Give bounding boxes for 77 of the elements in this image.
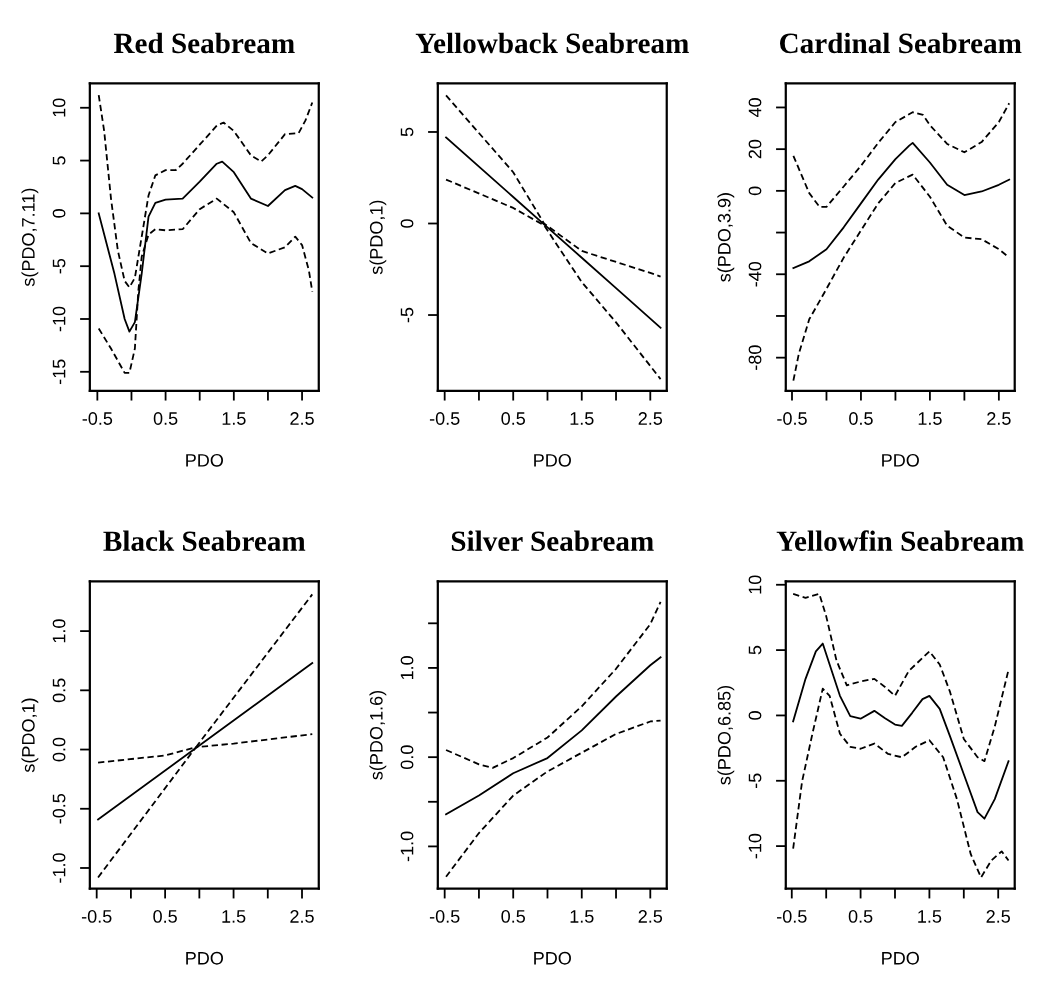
y-tick-label: 1.0: [400, 656, 414, 680]
y-axis-title: s(PDO,1): [21, 698, 39, 773]
y-tick-label: -5: [748, 773, 762, 788]
y-tick-label: -10: [748, 833, 762, 859]
y-tick-label: -1.0: [400, 831, 414, 862]
x-axis-title: PDO: [882, 951, 919, 965]
y-tick-label: 10: [748, 575, 762, 594]
y-axis-title: s(PDO,1): [369, 200, 387, 275]
y-tick-label: 0.0: [400, 745, 414, 770]
x-tick-label: 2.5: [987, 412, 1011, 425]
y-tick-label: 0.0: [52, 737, 66, 762]
x-tick-label: -0.5: [429, 910, 460, 923]
x-tick-label: 2.5: [290, 412, 314, 425]
y-tick-label: 5: [400, 127, 414, 137]
y-tick-label: 0: [748, 186, 762, 196]
y-tick-label: 0.5: [52, 678, 66, 703]
line-series: [792, 102, 1011, 208]
chart-title: Yellowfin Seabream: [776, 530, 1024, 552]
y-tick-label: 40: [748, 98, 762, 118]
line-series: [792, 642, 1010, 820]
x-tick-label: 1.5: [918, 910, 942, 923]
y-tick-label: 5: [748, 645, 762, 655]
y-tick-label: 0: [52, 209, 66, 218]
x-tick-label: 0.5: [153, 412, 178, 425]
x-tick-label: 1.5: [918, 412, 942, 425]
x-tick-label: 1.5: [222, 412, 246, 425]
x-tick-label: 0.5: [501, 910, 526, 923]
line-series: [792, 593, 1010, 763]
x-tick-label: 1.5: [570, 910, 594, 923]
x-tick-label: -0.5: [81, 910, 112, 923]
x-tick-label: -0.5: [429, 412, 460, 425]
y-tick-label: -40: [748, 261, 762, 287]
y-axis-title: s(PDO,1.6): [369, 691, 387, 780]
y-tick-label: -10: [52, 306, 66, 332]
line-series: [445, 656, 662, 816]
line-series: [445, 719, 662, 878]
x-tick-label: -0.5: [82, 412, 113, 425]
chart-title: Yellowback Seabream: [415, 32, 689, 54]
y-tick-label: -80: [748, 345, 762, 370]
y-tick-label: 5: [52, 156, 66, 165]
y-tick-label: 1.0: [52, 619, 66, 643]
x-tick-label: 2.5: [638, 910, 663, 923]
y-tick-label: 0: [400, 219, 414, 228]
x-tick-label: 0.5: [501, 412, 526, 425]
x-axis-title: PDO: [186, 951, 224, 965]
y-axis-title: s(PDO,3.9): [717, 193, 735, 282]
y-tick-label: -0.5: [52, 793, 66, 824]
chart-title: Silver Seabream: [451, 530, 654, 552]
y-axis-title: s(PDO,6.85): [717, 685, 735, 785]
x-tick-label: -0.5: [777, 412, 807, 425]
line-series: [792, 141, 1011, 269]
x-tick-label: 1.5: [222, 910, 246, 923]
x-axis-title: PDO: [534, 453, 571, 467]
chart-title: Cardinal Seabream: [780, 32, 1022, 54]
x-tick-label: 2.5: [986, 910, 1010, 923]
x-tick-label: 1.5: [570, 412, 594, 425]
y-tick-label: 0: [748, 711, 762, 720]
x-tick-label: 2.5: [290, 910, 314, 923]
y-axis-title: s(PDO,7.11): [21, 188, 39, 287]
y-tick-label: -15: [52, 359, 66, 385]
x-axis-title: PDO: [186, 453, 224, 467]
x-axis-title: PDO: [882, 453, 919, 467]
line-series: [792, 687, 1010, 879]
y-tick-label: -5: [52, 258, 66, 274]
y-tick-label: -1.0: [52, 853, 66, 883]
line-series: [445, 600, 662, 769]
chart-title: Red Seabream: [113, 32, 295, 54]
y-tick-label: -5: [400, 307, 414, 323]
x-tick-label: 0.5: [153, 910, 177, 923]
x-axis-title: PDO: [534, 951, 571, 965]
chart-title: Black Seabream: [103, 530, 306, 552]
x-tick-label: 2.5: [638, 412, 663, 425]
x-tick-label: 0.5: [848, 910, 873, 923]
y-tick-label: 10: [52, 98, 66, 117]
x-tick-label: 0.5: [849, 412, 873, 425]
x-tick-label: -0.5: [777, 910, 807, 923]
y-tick-label: 20: [748, 139, 762, 159]
